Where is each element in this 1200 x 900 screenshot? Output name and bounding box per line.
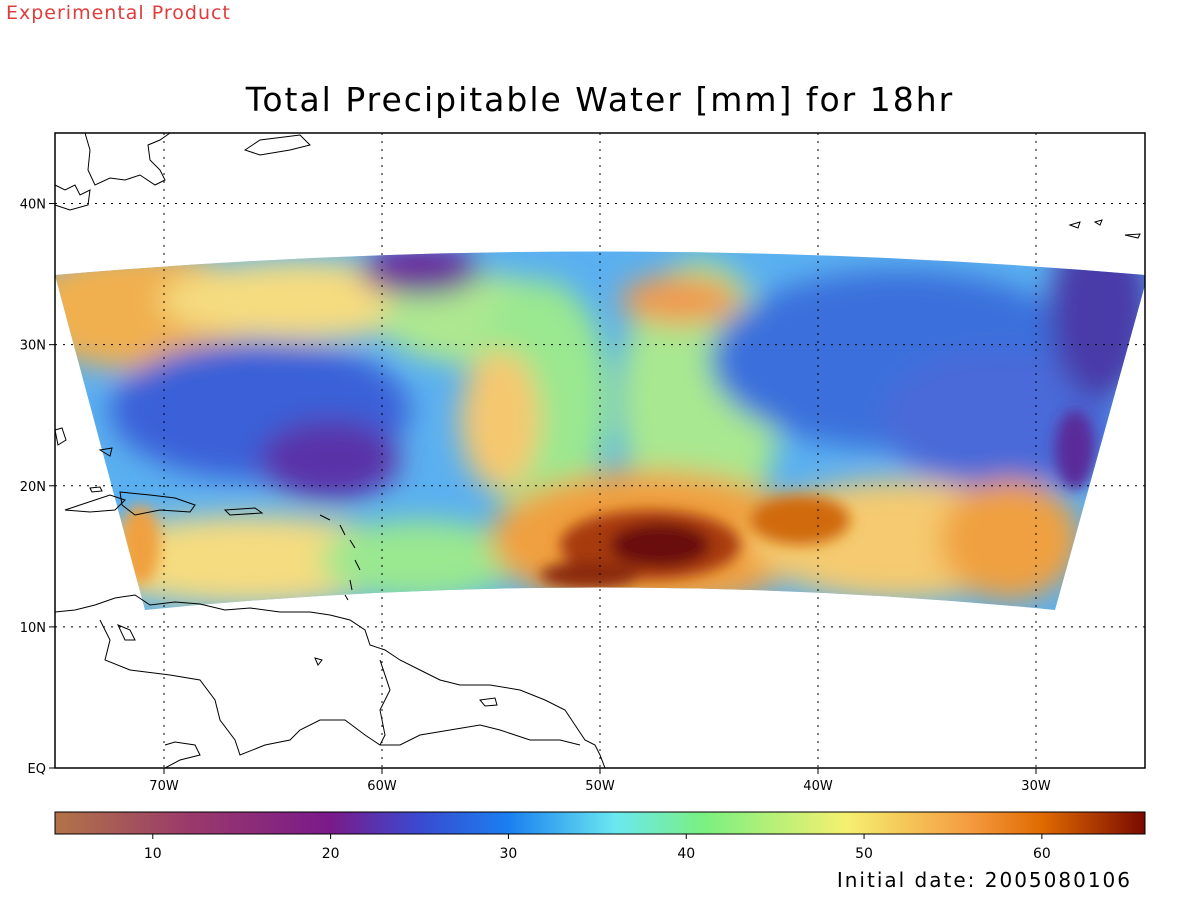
- colorbar-tick-label: 20: [322, 846, 340, 862]
- colorbar-tick-label: 30: [500, 846, 518, 862]
- experimental-product-label: Experimental Product: [6, 2, 231, 24]
- colorbar-tick-label: 60: [1033, 846, 1051, 862]
- lat-tick-label: 40N: [20, 198, 46, 213]
- colorbar-tick-label: 10: [144, 846, 162, 862]
- colorbar-tick-label: 50: [855, 846, 873, 862]
- lon-tick-label: 40W: [803, 779, 833, 794]
- lon-tick-label: 30W: [1021, 779, 1051, 794]
- lat-tick-label: EQ: [28, 762, 46, 777]
- axis-ticks: 70W 60W 50W 40W 30W EQ 10N 20N 30N 40N: [20, 198, 1051, 794]
- lat-tick-label: 20N: [20, 480, 46, 495]
- lat-tick-label: 30N: [20, 339, 46, 354]
- chart-title: Total Precipitable Water [mm] for 18hr: [245, 80, 955, 119]
- lon-tick-label: 50W: [585, 779, 615, 794]
- colorbar: [54, 811, 1146, 835]
- lon-tick-label: 60W: [367, 779, 397, 794]
- coastlines: [54, 132, 1141, 769]
- tpw-field: [55, 251, 1145, 610]
- graticule: [55, 133, 1145, 768]
- lon-tick-label: 70W: [149, 779, 179, 794]
- colorbar-ticks: 10 20 30 40 50 60: [144, 834, 1051, 862]
- initial-date: Initial date: 2005080106: [836, 868, 1132, 892]
- colorbar-tick-label: 40: [677, 846, 695, 862]
- lat-tick-label: 10N: [20, 621, 46, 636]
